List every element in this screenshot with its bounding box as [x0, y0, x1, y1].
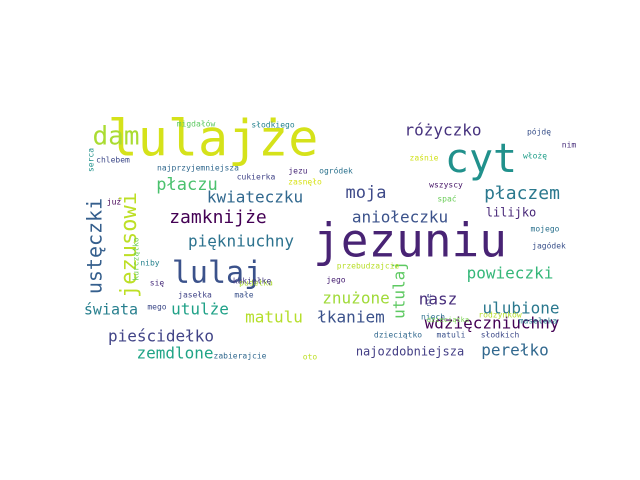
word: aniołeczku	[352, 208, 448, 227]
word: słodkiego	[251, 121, 295, 130]
word: wszyscy	[429, 181, 463, 190]
word: mego	[147, 303, 166, 312]
word: kurczątko	[132, 237, 141, 281]
word: włożę	[523, 152, 547, 161]
word: zaśnie	[410, 153, 439, 163]
word: zamknijże	[169, 207, 267, 228]
word: jezusowi	[117, 192, 142, 298]
word: masełeka	[519, 317, 558, 326]
word: mojego	[531, 225, 560, 234]
word: cyt	[445, 136, 517, 182]
word: jezuniu	[313, 214, 507, 268]
word: pieścidełko	[108, 327, 214, 346]
word: się	[150, 279, 165, 288]
word: zabierajcie	[214, 352, 267, 361]
word: chlebem	[96, 156, 130, 165]
word: kukiełkę	[233, 277, 272, 286]
word: świata	[84, 301, 138, 319]
word: ustęczki	[83, 198, 107, 294]
word: kwiateczku	[207, 188, 303, 207]
word: jego	[326, 276, 345, 285]
word: ogródek	[319, 166, 353, 176]
word: lulajże	[108, 110, 319, 168]
word: różyczko	[404, 121, 481, 140]
word: nim	[562, 141, 577, 150]
word: rodzynków	[478, 310, 522, 320]
word: serca	[87, 148, 96, 172]
word: niech	[421, 313, 445, 322]
word: piękniuchny	[188, 232, 294, 251]
word: znużone	[322, 289, 389, 308]
word: niby	[140, 259, 159, 268]
word: najprzyjemniejsza	[157, 164, 239, 173]
word: oto	[303, 353, 318, 362]
word: spać	[437, 194, 456, 204]
word: liliјko	[486, 206, 537, 220]
word: ulubione	[482, 299, 559, 318]
word: utulaj	[390, 261, 409, 319]
word: pójdę	[527, 127, 551, 137]
word: lulaj	[172, 256, 262, 291]
word: cukierka	[237, 173, 276, 182]
word: wdzięczniuchny	[425, 314, 560, 333]
word: małe	[234, 291, 253, 300]
word: moja	[346, 183, 387, 203]
word: płaczu	[156, 175, 217, 195]
word: słodkich	[481, 331, 520, 340]
word: jezu	[288, 167, 307, 176]
word: nasz	[419, 290, 458, 309]
word: powieczki	[467, 264, 554, 283]
word: pudełka	[239, 279, 273, 288]
word: łkaniem	[317, 308, 384, 327]
word: zemdlone	[136, 344, 213, 363]
word: płaczem	[484, 183, 560, 204]
word: matuli	[437, 331, 466, 340]
word: już	[107, 198, 122, 207]
word: jagódek	[532, 241, 566, 251]
word: migdałów	[177, 119, 216, 129]
word: matulu	[245, 308, 303, 327]
word: przebudzajcie	[337, 262, 400, 271]
word: dzieciątko	[374, 331, 422, 340]
word: dam	[93, 122, 140, 152]
word: perełko	[481, 341, 548, 360]
word: utulże	[171, 300, 229, 319]
word: jasełka	[178, 291, 212, 300]
word: dzieciątka	[427, 316, 469, 324]
word: najozdobniejsza	[356, 345, 464, 359]
word: zasnęło	[288, 178, 322, 187]
word: nie	[425, 294, 433, 307]
